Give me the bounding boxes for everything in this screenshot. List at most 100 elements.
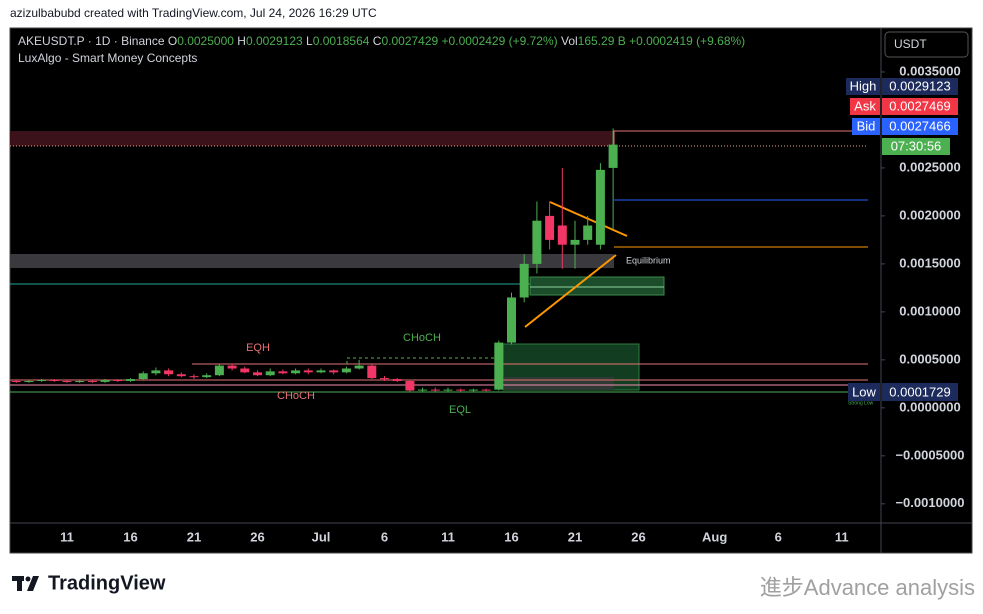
level-line: [613, 130, 868, 146]
candle-body: [494, 342, 504, 390]
y-tick-label: 0.0005000: [899, 351, 960, 366]
x-tick-label: 6: [775, 529, 782, 544]
candle-body: [532, 220, 542, 264]
candle-body: [151, 370, 161, 374]
tag-bg: [850, 98, 880, 115]
tag-value: 0.0027466: [889, 118, 950, 133]
ohlc-value: 0.0018564: [313, 34, 370, 48]
y-tick-label: 0.0025000: [899, 159, 960, 174]
volume: 165.29 B: [578, 34, 626, 48]
candle-body: [227, 365, 237, 369]
candle-body: [392, 379, 402, 381]
symbol: AKEUSDT.P · 1D · Binance: [18, 34, 165, 48]
candle-body: [354, 365, 364, 369]
tag-label: Bid: [857, 118, 876, 133]
candle-body: [367, 365, 377, 379]
candle-body: [481, 389, 491, 391]
candle-body: [37, 380, 47, 382]
trend-line: [549, 201, 628, 237]
x-tick-label: 11: [441, 529, 455, 544]
candle-body: [418, 389, 428, 391]
candle-body: [176, 374, 186, 377]
brand: TradingView: [48, 572, 166, 594]
tag-bg: [882, 118, 958, 135]
y-tick-label: 0.0000000: [899, 399, 960, 414]
x-tick-label: 16: [123, 529, 137, 544]
change: +0.0002429 (+9.72%): [442, 34, 558, 48]
price-tags: High 0.0029123 Ask 0.0027469 Bid 0.00274…: [846, 78, 958, 401]
x-tick-label: 26: [631, 529, 645, 544]
tag-bg: [882, 383, 958, 401]
currency-button[interactable]: [884, 31, 969, 58]
candle-body: [253, 372, 262, 376]
candle-body: [570, 239, 580, 245]
ohlc-value: 0.0029123: [246, 34, 303, 48]
candle-body: [24, 380, 34, 382]
ohlc-value: 0.0027429: [381, 34, 438, 48]
candle-body: [443, 389, 453, 391]
zone: [503, 377, 614, 390]
x-tick-label: 11: [835, 529, 849, 544]
annotation: Strong Low: [848, 400, 874, 406]
candle-body: [138, 373, 148, 380]
candle-body: [608, 144, 618, 168]
candle-body: [278, 371, 288, 374]
logo-part: [27, 576, 39, 591]
y-tick-label: 0.0035000: [899, 63, 960, 78]
x-tick-label: Jul: [312, 529, 331, 544]
trend-line: [524, 254, 617, 328]
annotation: CHoCH: [277, 390, 315, 402]
annotation: CHoCH: [403, 332, 441, 344]
tag-bg: [882, 98, 958, 115]
ohlc-label: L: [306, 34, 313, 48]
candle-body: [519, 263, 529, 298]
indicator: LuxAlgo - Smart Money Concepts: [18, 51, 197, 65]
ohlc-label: C: [373, 34, 382, 48]
candle-body: [126, 379, 135, 381]
watermark: 進步Advance analysis: [760, 575, 975, 600]
candle-body: [11, 380, 21, 382]
candle-body: [87, 380, 97, 382]
candle-body: [545, 215, 555, 240]
choch-line: [346, 357, 500, 364]
x-tick-label: 6: [381, 529, 388, 544]
annotation: Equilibrium: [626, 255, 671, 265]
x-tick-label: 21: [568, 529, 582, 544]
tag-bg: [882, 78, 958, 95]
smc-zones: [10, 130, 868, 393]
x-tick-label: Aug: [702, 529, 727, 544]
candle-body: [507, 297, 516, 343]
ohlc-label: H: [237, 34, 246, 48]
candle-body: [316, 370, 326, 373]
countdown: 07:30:56: [891, 138, 942, 153]
x-tick-label: 21: [187, 529, 201, 544]
chart-bg: [9, 27, 973, 554]
candle-body: [468, 389, 478, 391]
tag-label: Low: [852, 384, 876, 399]
y-tick-label: 0.0020000: [899, 207, 960, 222]
ohlc-value: 0.0025000: [177, 34, 234, 48]
candle-body: [456, 389, 466, 391]
y-tick-label: 0.0010000: [899, 303, 960, 318]
annotation: EQL: [449, 404, 471, 416]
candle-body: [265, 371, 275, 376]
candle-body: [303, 370, 313, 373]
candle-body: [430, 389, 440, 391]
candle-body: [583, 225, 593, 240]
tag-value: 0.0027469: [889, 98, 950, 113]
candle-body: [189, 376, 199, 378]
y-tick-label: −0.0010000: [895, 495, 964, 510]
currency[interactable]: USDT: [894, 37, 927, 51]
creator: azizulbabubd created with TradingView.co…: [10, 6, 377, 20]
tag-bg: [882, 138, 950, 155]
equilibrium-zone: [10, 254, 614, 268]
ohlc-label: O: [168, 34, 177, 48]
logo-part: [25, 576, 31, 582]
candle-body: [341, 368, 351, 373]
candle-body: [380, 378, 389, 380]
tag-value: 0.0029123: [889, 78, 950, 93]
tag-bg: [848, 383, 880, 401]
tag-bg: [852, 118, 880, 135]
plot: [11, 128, 618, 392]
